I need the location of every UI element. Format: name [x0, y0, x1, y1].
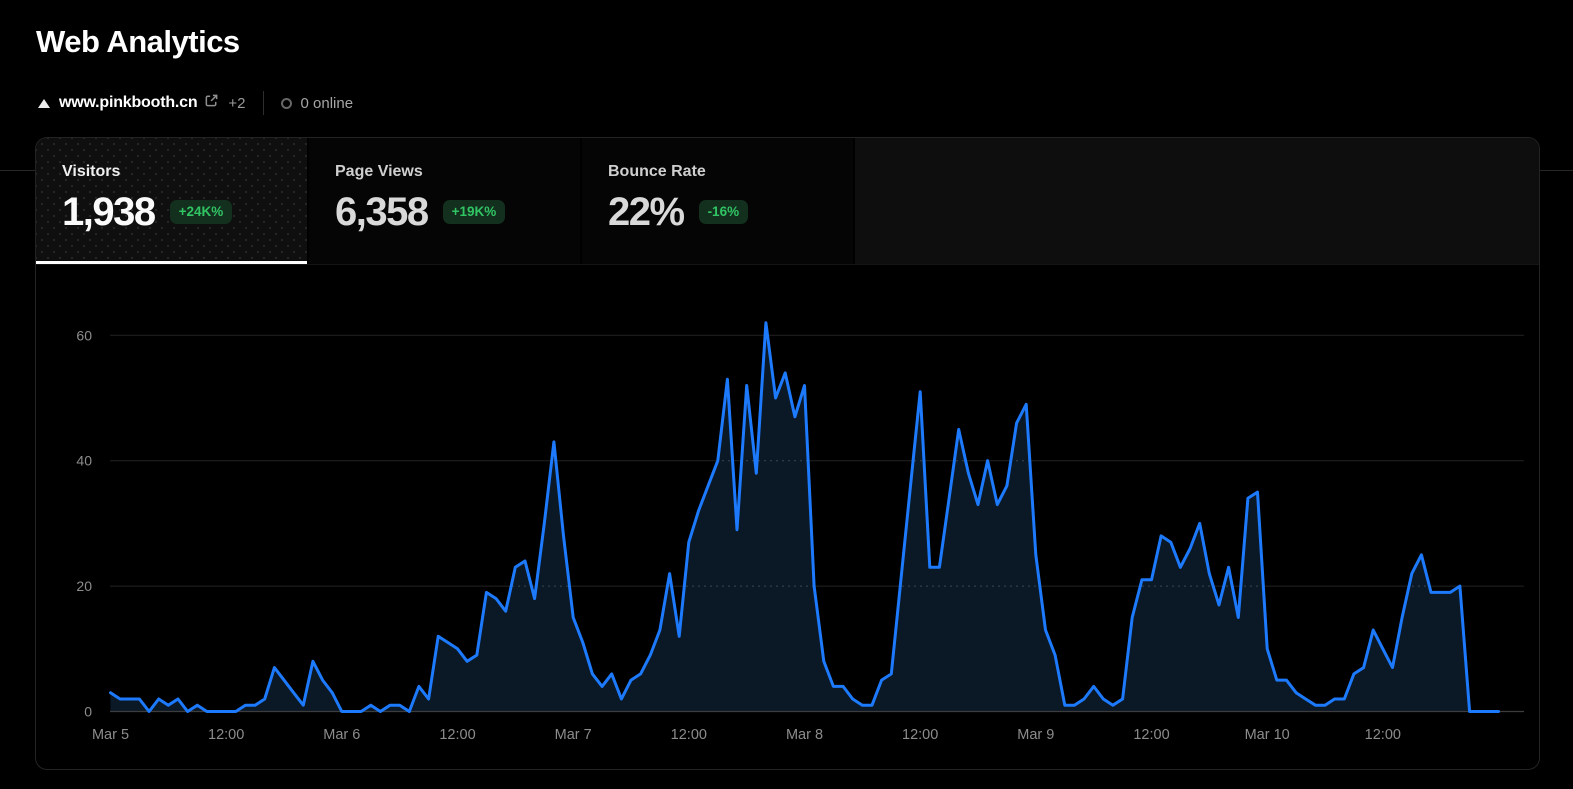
external-link-icon[interactable] [204, 93, 219, 113]
triangle-up-icon [38, 98, 50, 108]
tab-value: 6,358 [335, 190, 429, 234]
online-status-label: 0 online [300, 94, 354, 112]
tab-value: 22% [608, 190, 685, 234]
tab-delta-badge: +19K% [442, 200, 506, 224]
page-title: Web Analytics [36, 24, 240, 59]
tab-value-row: 6,358 +19K% [335, 192, 554, 232]
tab-delta-badge: +24K% [169, 200, 233, 224]
divider [262, 91, 264, 115]
tab-label: Visitors [62, 163, 121, 180]
more-domains-count[interactable]: +2 [228, 94, 246, 112]
metric-tabs: Visitors 1,938 +24K% Page Views 6,358 +1… [36, 138, 1539, 265]
online-status-icon [280, 97, 292, 109]
domain-label: www.pinkbooth.cn [59, 94, 198, 111]
tab-visitors[interactable]: Visitors 1,938 +24K% [36, 138, 309, 264]
tabstrip-filler [855, 138, 1539, 264]
tab-value-row: 1,938 +24K% [62, 192, 281, 232]
tab-value-row: 22% -16% [608, 192, 827, 232]
site-switcher[interactable]: www.pinkbooth.cn +2 0 online [38, 91, 353, 115]
tab-delta-badge: -16% [698, 200, 749, 224]
tab-value: 1,938 [62, 190, 156, 234]
tab-bounce-rate[interactable]: Bounce Rate 22% -16% [582, 138, 855, 264]
analytics-panel: Visitors 1,938 +24K% Page Views 6,358 +1… [35, 137, 1540, 770]
tab-label: Bounce Rate [608, 163, 706, 180]
tab-label: Page Views [335, 163, 423, 180]
decorative-rule-right [1540, 170, 1573, 171]
decorative-rule-left [0, 170, 35, 171]
tab-page-views[interactable]: Page Views 6,358 +19K% [309, 138, 582, 264]
